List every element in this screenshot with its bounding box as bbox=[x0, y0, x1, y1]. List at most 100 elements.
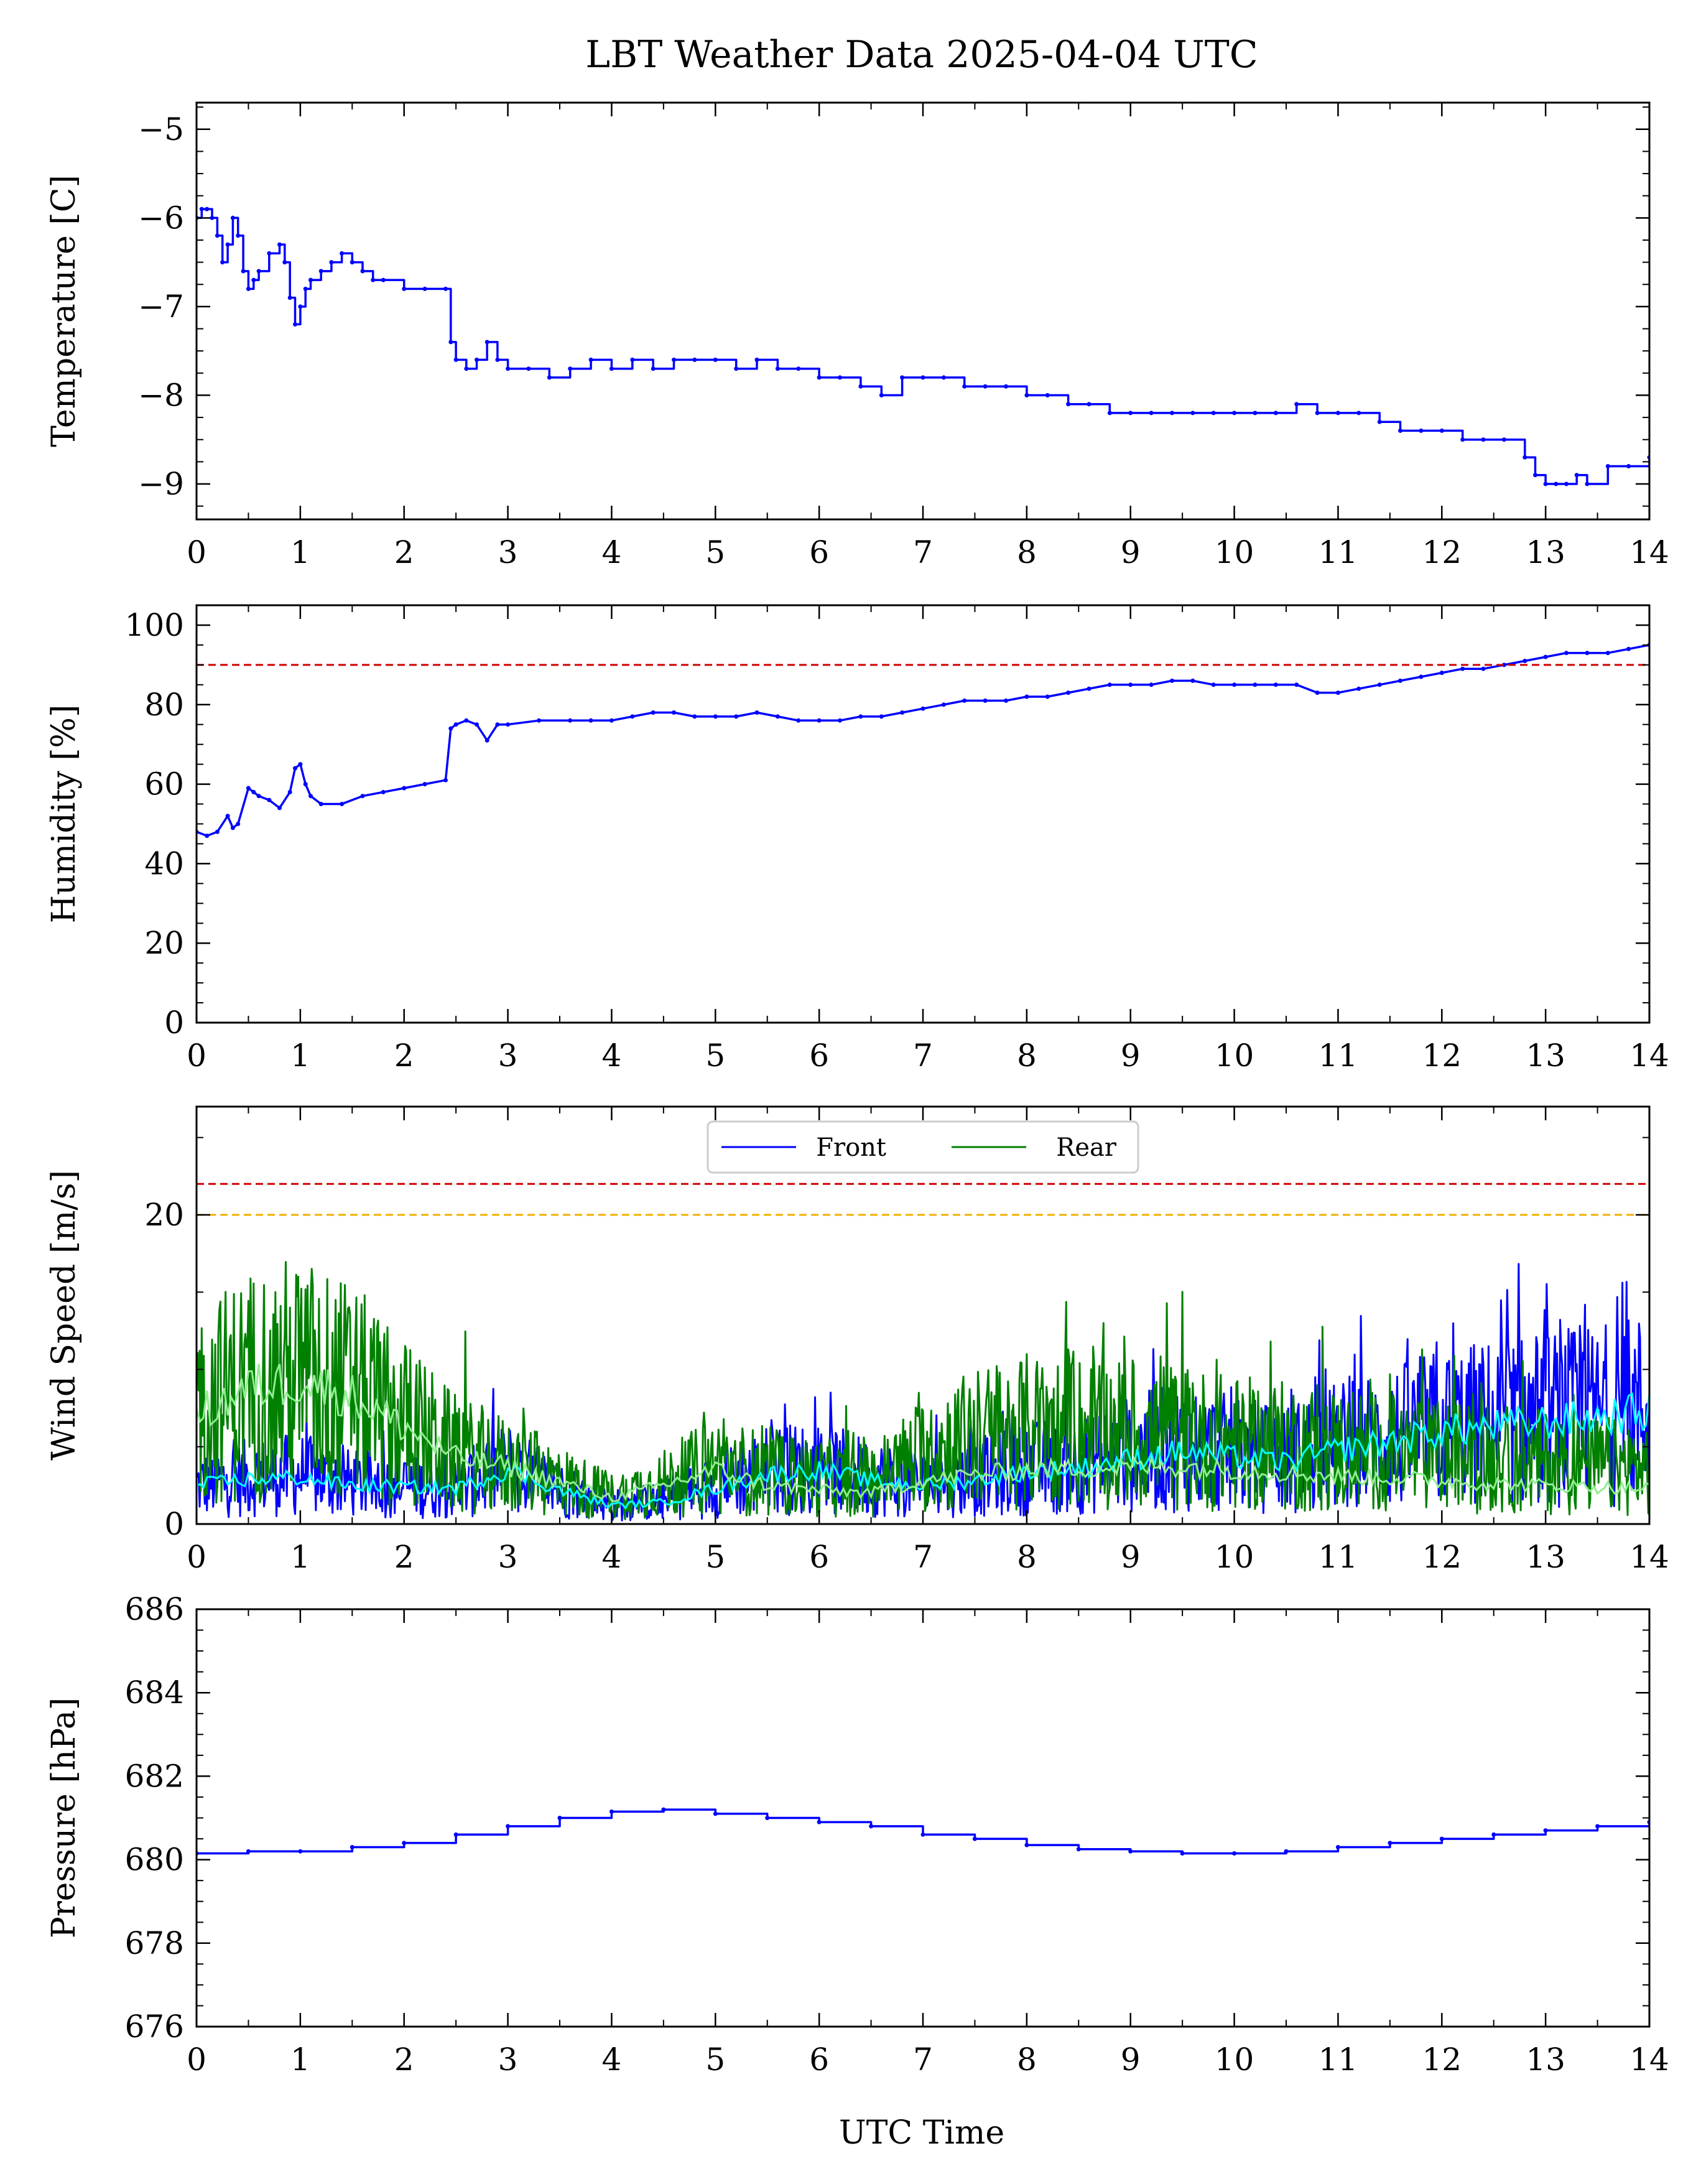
temperature-point bbox=[318, 269, 323, 274]
wind-speed-x-tick-label: 12 bbox=[1422, 1539, 1462, 1575]
humidity-point bbox=[1211, 682, 1216, 687]
humidity-point bbox=[1543, 654, 1548, 659]
humidity-series-line bbox=[197, 644, 1649, 837]
wind-speed-x-tick-label: 4 bbox=[602, 1539, 622, 1575]
temperature-point bbox=[1335, 411, 1340, 416]
temperature-point bbox=[1024, 393, 1029, 397]
pressure-point bbox=[506, 1824, 511, 1829]
temperature-x-tick-label: 12 bbox=[1422, 534, 1462, 570]
temperature-point bbox=[371, 277, 376, 282]
humidity-point bbox=[796, 718, 801, 723]
pressure-point bbox=[350, 1845, 355, 1849]
pressure-x-tick-label: 1 bbox=[290, 2042, 310, 2078]
humidity-point bbox=[1232, 682, 1237, 687]
wind-speed-x-tick-label: 10 bbox=[1215, 1539, 1254, 1575]
temperature-x-tick-label: 5 bbox=[705, 534, 725, 570]
temperature-x-tick-label: 2 bbox=[394, 534, 414, 570]
humidity-panel: 0 1 2 3 4 5 6 7 8 9 10 11 12 13 14020406080100Humidity… bbox=[45, 604, 1669, 1074]
temperature-point bbox=[734, 366, 739, 371]
pressure-y-tick-label: 684 bbox=[125, 1675, 184, 1711]
humidity-y-tick-label: 80 bbox=[144, 687, 184, 723]
pressure-x-tick-label: 11 bbox=[1319, 2042, 1358, 2078]
humidity-point bbox=[1024, 694, 1029, 699]
wind-speed-y-tick-label: 0 bbox=[164, 1506, 184, 1542]
wind-speed-series-rear bbox=[197, 1261, 1649, 1520]
temperature-point bbox=[1294, 402, 1299, 407]
temperature-point bbox=[246, 286, 251, 291]
humidity-x-tick-label: 9 bbox=[1121, 1038, 1141, 1074]
humidity-point bbox=[1190, 678, 1195, 683]
pressure-point bbox=[402, 1841, 407, 1846]
humidity-point bbox=[1315, 690, 1320, 695]
wind-speed-x-tick-label: 14 bbox=[1629, 1539, 1669, 1575]
pressure-x-tick-label: 6 bbox=[809, 2042, 829, 2078]
humidity-point bbox=[1273, 682, 1278, 687]
temperature-point bbox=[1315, 411, 1320, 416]
temperature-point bbox=[1574, 473, 1579, 478]
humidity-point bbox=[1564, 651, 1569, 656]
temperature-point bbox=[381, 277, 386, 282]
wind-speed-legend: Front Rear bbox=[707, 1120, 1139, 1174]
humidity-x-tick-label: 5 bbox=[705, 1038, 725, 1074]
temperature-point bbox=[360, 269, 365, 274]
humidity-point bbox=[453, 722, 458, 727]
humidity-point bbox=[287, 789, 292, 794]
temperature-point bbox=[941, 375, 946, 380]
humidity-point bbox=[879, 714, 884, 719]
wind-speed-x-tick-label: 5 bbox=[705, 1539, 725, 1575]
humidity-x-tick-label: 1 bbox=[290, 1038, 310, 1074]
humidity-data bbox=[197, 643, 1649, 839]
temperature-data bbox=[197, 207, 1649, 486]
temperature-point bbox=[453, 357, 458, 362]
temperature-x-tick-label: 6 bbox=[809, 534, 829, 570]
humidity-point bbox=[900, 710, 905, 715]
temperature-x-tick-label: 9 bbox=[1121, 534, 1141, 570]
humidity-point bbox=[205, 834, 210, 839]
wind-speed-x-tick-label: 0 bbox=[187, 1539, 206, 1575]
temperature-panel: 0 1 2 3 4 5 6 7 8 9 10 11 12 13 14−9−8−7−6−5Temperatur… bbox=[45, 101, 1669, 570]
humidity-point bbox=[1419, 674, 1424, 679]
temperature-x-tick-label: 10 bbox=[1215, 534, 1254, 570]
temperature-point bbox=[1128, 411, 1133, 416]
temperature-x-tick-label: 1 bbox=[290, 534, 310, 570]
temperature-point bbox=[692, 357, 697, 362]
temperature-point bbox=[672, 357, 676, 362]
humidity-point bbox=[251, 789, 256, 794]
pressure-y-axis-label: Pressure [hPa] bbox=[45, 1698, 83, 1938]
temperature-point bbox=[298, 304, 303, 309]
temperature-point bbox=[340, 251, 345, 256]
temperature-point bbox=[277, 242, 282, 247]
pressure-point bbox=[298, 1849, 303, 1854]
pressure-point bbox=[1543, 1828, 1548, 1833]
humidity-point bbox=[402, 786, 407, 791]
wind-speed-series-front bbox=[197, 1263, 1649, 1522]
humidity-x-tick-label: 7 bbox=[913, 1038, 933, 1074]
humidity-x-tick-label: 10 bbox=[1215, 1038, 1254, 1074]
humidity-y-tick-label: 100 bbox=[125, 607, 184, 643]
humidity-point bbox=[1523, 659, 1527, 663]
humidity-point bbox=[962, 698, 967, 703]
temperature-x-tick-label: 8 bbox=[1017, 534, 1037, 570]
humidity-point bbox=[1626, 646, 1631, 651]
temperature-point bbox=[1533, 473, 1537, 478]
humidity-y-tick-label: 60 bbox=[144, 766, 184, 802]
temperature-point bbox=[241, 269, 246, 274]
humidity-x-tick-label: 14 bbox=[1629, 1038, 1669, 1074]
wind-speed-y-tick-label: 20 bbox=[144, 1197, 184, 1233]
pressure-x-tick-label: 3 bbox=[498, 2042, 518, 2078]
humidity-y-tick-label: 0 bbox=[164, 1005, 184, 1041]
pressure-point bbox=[1439, 1836, 1444, 1841]
temperature-x-tick-label: 0 bbox=[187, 534, 206, 570]
pressure-point bbox=[246, 1849, 251, 1854]
humidity-point bbox=[858, 714, 863, 719]
humidity-point bbox=[1460, 666, 1465, 671]
temperature-point bbox=[609, 366, 614, 371]
temperature-y-tick-label: −8 bbox=[138, 377, 184, 413]
pressure-point bbox=[1128, 1849, 1133, 1854]
humidity-point bbox=[448, 726, 453, 731]
humidity-point bbox=[1087, 686, 1092, 691]
humidity-point bbox=[303, 782, 308, 787]
temperature-point bbox=[215, 233, 220, 238]
